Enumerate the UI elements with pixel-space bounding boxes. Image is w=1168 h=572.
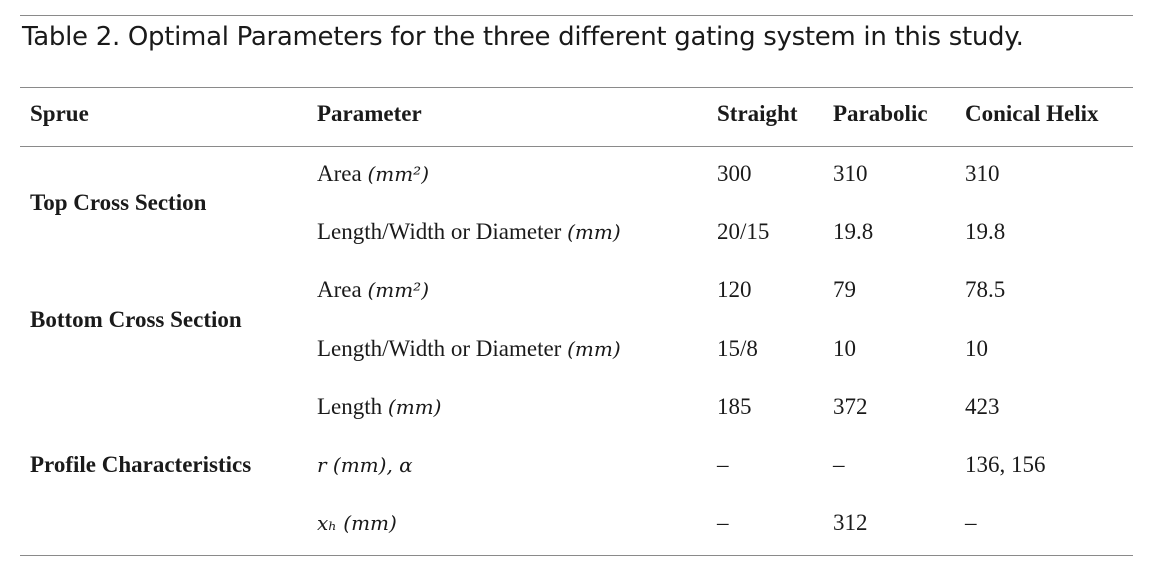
value-cell: 310 <box>965 161 1000 186</box>
value-cell: 10 <box>833 335 856 361</box>
column-header: Straight <box>717 101 798 126</box>
value-cell: 423 <box>965 393 1000 419</box>
value-cell: 136, 156 <box>965 452 1046 477</box>
value-cell: 19.8 <box>965 219 1006 245</box>
parameter-unit: (mm) <box>567 336 621 361</box>
sprue-label: Bottom Cross Section <box>30 306 242 332</box>
column-header: Sprue <box>30 101 89 126</box>
column-header: Parabolic <box>833 101 928 126</box>
parameter-cell: Length (mm) <box>317 393 441 421</box>
value-cell: 185 <box>717 393 752 419</box>
value-cell: 120 <box>717 277 752 303</box>
parameter-cell: r (mm), α <box>317 451 413 479</box>
value-cell: – <box>965 510 977 536</box>
parameter-cell: Length/Width or Diameter (mm) <box>317 335 621 363</box>
bottom-rule <box>20 555 1133 556</box>
parameter-name: Length <box>317 393 383 419</box>
parameter-cell: Length/Width or Diameter (mm) <box>317 218 621 246</box>
header-top-rule <box>20 87 1133 88</box>
value-cell: 310 <box>833 161 868 186</box>
value-cell: 20/15 <box>717 219 770 245</box>
value-cell: – <box>833 452 845 477</box>
sprue-label: Top Cross Section <box>30 190 207 216</box>
parameter-name: Area <box>317 277 362 303</box>
value-cell: 15/8 <box>717 335 758 361</box>
value-cell: 10 <box>965 335 988 361</box>
parameter-cell: Area (mm²) <box>317 160 429 188</box>
column-header: Conical Helix <box>965 101 1099 126</box>
parameter-name: Area <box>317 161 362 186</box>
parameter-unit: (mm) <box>567 220 621 245</box>
parameter-name: Length/Width or Diameter <box>317 335 562 361</box>
value-cell: 300 <box>717 161 752 186</box>
parameter-unit: (mm) <box>387 394 442 419</box>
column-header: Parameter <box>317 101 422 126</box>
value-cell: – <box>717 452 729 477</box>
parameter-unit: r (mm), α <box>317 453 413 477</box>
parameter-unit: (mm²) <box>367 162 429 186</box>
parameter-cell: Area (mm²) <box>317 276 429 304</box>
value-cell: 372 <box>833 393 868 419</box>
table-caption: Table 2. Optimal Parameters for the thre… <box>22 22 1024 52</box>
parameter-unit: xₕ (mm) <box>317 511 397 536</box>
value-cell: 312 <box>833 510 868 536</box>
value-cell: 79 <box>833 277 856 303</box>
value-cell: 78.5 <box>965 277 1006 303</box>
value-cell: 19.8 <box>833 219 874 245</box>
parameter-name: Length/Width or Diameter <box>317 219 562 245</box>
value-cell: – <box>717 510 729 536</box>
sprue-label: Profile Characteristics <box>30 452 252 477</box>
parameter-unit: (mm²) <box>367 278 429 303</box>
parameter-cell: xₕ (mm) <box>317 509 397 537</box>
top-rule <box>20 15 1133 16</box>
header-bottom-rule <box>20 146 1133 147</box>
